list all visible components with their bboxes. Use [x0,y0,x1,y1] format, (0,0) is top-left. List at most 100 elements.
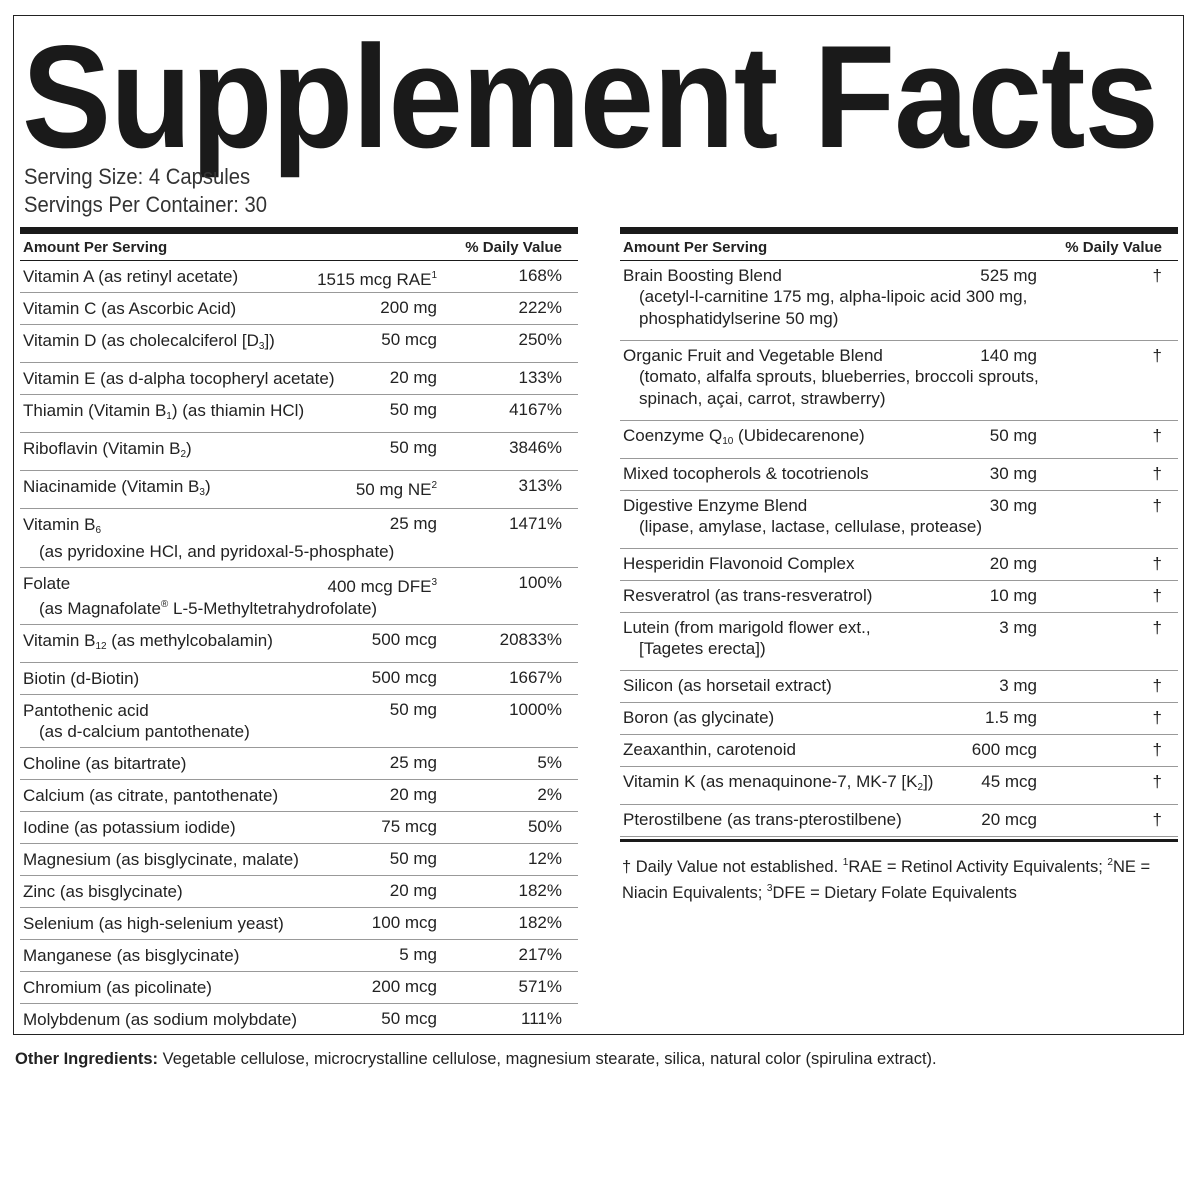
label-frame: Supplement Facts Serving Size: 4 Capsule… [13,15,1184,1035]
text-segment: 140 mg [980,346,1037,365]
daily-value: 182% [518,881,562,900]
nutrient-name: Vitamin A (as retinyl acetate) [23,266,578,287]
text-segment: 50 mg NE [355,480,432,499]
text-segment: 200 mg [380,298,437,317]
text-segment: Vitamin D (as cholecalciferol [D [23,330,259,350]
text-segment: 1.5 mg [985,708,1037,727]
text-segment: Digestive Enzyme Blend [623,496,808,515]
nutrient-name: Lutein (from marigold flower ext., [623,617,1178,638]
text-segment: Magnesium (as bisglycinate, malate) [23,849,299,869]
daily-value: 182% [518,913,562,932]
text-segment: Thiamin (Vitamin B [23,400,167,420]
text-segment: 50 mg [389,400,437,419]
nutrient-name: Vitamin B6 [23,514,578,541]
amount: 1.5 mg [985,707,1037,728]
other-ingredients-label: Other Ingredients: [15,1050,159,1068]
amount: 500 mcg [372,629,437,650]
nutrient-name: Folate [23,573,578,594]
text-segment: 20 mcg [981,810,1037,829]
daily-value: 1667% [509,668,562,687]
text-segment: Hesperidin Flavonoid Complex [623,554,855,573]
text-segment: 30 mg [989,496,1037,515]
text-segment: Vitamin A (as retinyl acetate) [23,266,239,286]
amount: 10 mg [990,585,1037,606]
daily-value: 12% [527,849,562,868]
text-segment: Vitamin C (as Ascorbic Acid) [23,298,237,318]
text-segment: Organic Fruit and Vegetable Blend [623,346,883,365]
text-segment: Vitamin B [23,630,96,650]
superscript: 1 [842,857,849,868]
daily-value: † [1152,586,1162,605]
daily-value: 20833% [499,630,562,649]
daily-value: 217% [518,945,562,964]
text-segment: Vitamin E (as d-alpha tocopheryl acetate… [23,368,335,388]
other-ingredients: Other Ingredients: Vegetable cellulose, … [15,1050,937,1069]
text-segment: 50 mcg [381,330,437,349]
nutrient-name: Vitamin C (as Ascorbic Acid) [23,298,578,319]
table-row: Brain Boosting Blend (acetyl-l-carnitine … [620,261,1178,341]
text-segment: 200 mcg [371,977,437,996]
text-segment: Choline (as bitartrate) [23,753,187,773]
amount: 50 mg [390,399,437,420]
nutrient-name: Vitamin E (as d-alpha tocopheryl acetate… [23,368,578,389]
text-segment: Boron (as glycinate) [623,708,775,727]
text-segment: 600 mcg [971,740,1037,759]
text-segment: (as d-calcium pantothenate) [39,721,250,741]
nutrient-name: Biotin (d-Biotin) [23,668,578,689]
superscript: 2 [431,480,437,491]
text-segment: 3 mg [999,618,1037,637]
table-header: Amount Per Serving % Daily Value [20,227,578,261]
nutrient-name: Vitamin B12 (as methylcobalamin) [23,630,578,657]
nutrient-name: Pterostilbene (as trans-pterostilbene) [623,809,1178,830]
text-segment: 25 mg [389,514,437,533]
text-segment: Silicon (as horsetail extract) [623,676,832,695]
amount: 20 mg [390,367,437,388]
nutrient-detail: phosphatidylserine 50 mg) [623,308,1178,330]
table-row: Niacinamide (Vitamin B3) 50 mg NE2 313% [20,471,578,509]
table-header: Amount Per Serving % Daily Value [620,227,1178,261]
table-row: Selenium (as high-selenium yeast) 100 mcg… [20,908,578,940]
nutrient-name: Hesperidin Flavonoid Complex [623,553,1178,574]
table-row: Manganese (as bisglycinate) 5 mg 217% [20,940,578,972]
nutrient-name: Zinc (as bisglycinate) [23,881,578,902]
table-row: Zinc (as bisglycinate) 20 mg 182% [20,876,578,908]
nutrient-name: Vitamin K (as menaquinone-7, MK-7 [K2]) [623,771,1178,798]
text-segment: (acetyl-l-carnitine 175 mg, alpha-lipoic… [639,287,1028,306]
text-segment: 20 mg [989,554,1037,573]
daily-value: 168% [518,266,562,285]
text-segment: 30 mg [989,464,1037,483]
text-segment: ) (as thiamin HCl) [171,400,305,420]
nutrient-name: Digestive Enzyme Blend [623,495,1178,516]
nutrient-name: Choline (as bitartrate) [23,753,578,774]
nutrient-name: Zeaxanthin, carotenoid [623,739,1178,760]
table-row: Zeaxanthin, carotenoid 600 mcg † [620,735,1178,767]
amount: 50 mcg [381,1008,437,1029]
subscript: 3 [199,486,205,498]
table-row: Resveratrol (as trans-resveratrol) 10 mg † [620,581,1178,613]
header-dv: % Daily Value [465,239,562,256]
text-segment: 500 mcg [371,630,437,649]
daily-value: 111% [521,1009,562,1028]
subscript: 10 [722,436,734,447]
nutrient-name: Brain Boosting Blend [623,265,1178,286]
nutrient-detail: (tomato, alfalfa sprouts, blueberries, b… [623,366,1178,388]
text-segment: Mixed tocopherols & tocotrienols [623,464,869,483]
table-row: Vitamin C (as Ascorbic Acid) 200 mg 222% [20,293,578,325]
daily-value: 250% [518,330,562,349]
daily-value: 313% [518,476,562,495]
text-segment: Vitamin B [23,514,96,534]
blend-table: Amount Per Serving % Daily Value Brain Boo… [620,227,1178,904]
header-amount: Amount Per Serving [23,239,168,256]
text-segment: Brain Boosting Blend [623,266,782,285]
text-segment: (as methylcobalamin) [106,630,273,650]
nutrient-name: Molybdenum (as sodium molybdate) [23,1009,578,1030]
table-row: Mixed tocopherols & tocotrienols 30 mg † [620,459,1178,491]
daily-value: † [1152,676,1162,695]
subscript: 2 [180,448,187,460]
nutrient-detail: (as d-calcium pantothenate) [23,721,578,742]
daily-value: † [1152,266,1162,285]
table-row: Vitamin E (as d-alpha tocopheryl acetate… [20,363,578,395]
daily-value: 3846% [509,438,562,457]
amount: 20 mg [390,880,437,901]
superscript: 2 [1107,857,1113,868]
